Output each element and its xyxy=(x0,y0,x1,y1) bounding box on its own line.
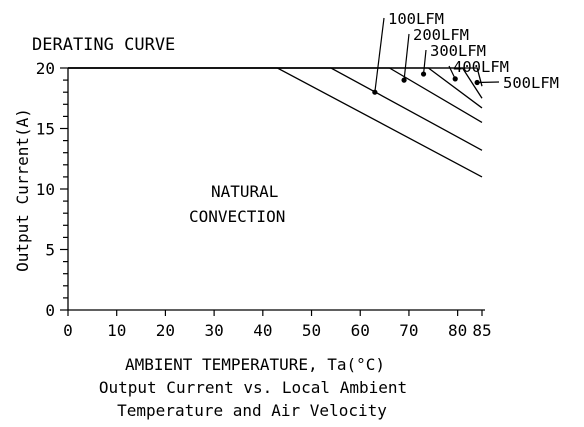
callout-label: 500LFM xyxy=(503,74,559,92)
x-tick-label: 80 xyxy=(448,321,467,340)
series-line xyxy=(68,67,483,178)
series-line xyxy=(68,67,483,87)
y-tick-label: 0 xyxy=(45,301,55,320)
callout-dot xyxy=(401,77,407,83)
x-tick-label: 20 xyxy=(156,321,175,340)
callout-dot xyxy=(474,79,480,86)
callout-dot xyxy=(452,76,458,82)
y-axis-label: Output Current(A) xyxy=(13,108,32,272)
callout-dot xyxy=(372,89,378,95)
x-tick-label: 10 xyxy=(107,321,126,340)
chart-title: DERATING CURVE xyxy=(32,35,175,55)
y-tick-label: 5 xyxy=(45,241,55,260)
x-tick-label: 85 xyxy=(472,321,491,340)
callout-leader xyxy=(374,17,385,93)
series-line xyxy=(68,67,483,151)
series-line xyxy=(68,67,483,124)
caption-line2: Temperature and Air Velocity xyxy=(117,401,387,420)
x-tick-label: 70 xyxy=(399,321,418,340)
callout-label: 300LFM xyxy=(430,42,486,60)
x-tick-label: 60 xyxy=(351,321,370,340)
x-tick-label: 40 xyxy=(253,321,272,340)
x-tick-label: 50 xyxy=(302,321,321,340)
callout-leader xyxy=(422,49,427,75)
callout-dot xyxy=(420,71,427,77)
series-line xyxy=(68,67,483,109)
y-tick-label: 20 xyxy=(36,59,55,78)
region-label-line2: CONVECTION xyxy=(189,207,285,226)
y-tick-label: 10 xyxy=(36,180,55,199)
series-lines xyxy=(68,67,483,178)
x-tick-label: 0 xyxy=(63,321,73,340)
callout-leader xyxy=(403,33,410,81)
caption-line1: Output Current vs. Local Ambient xyxy=(99,378,407,397)
axis-ticks: 0 10 20 30 40 50 60 70 80 85 0 5 10 15 20 xyxy=(36,59,492,340)
region-label-line1: NATURAL xyxy=(211,182,278,201)
series-line xyxy=(68,67,483,99)
callout-label: 400LFM xyxy=(453,58,509,76)
x-tick-label: 30 xyxy=(204,321,223,340)
y-tick-label: 15 xyxy=(36,120,55,139)
x-axis-label: AMBIENT TEMPERATURE, Ta(°C) xyxy=(125,355,385,374)
callout-label: 200LFM xyxy=(413,26,469,44)
callout-label: 100LFM xyxy=(388,10,444,28)
callout-leader xyxy=(477,81,500,84)
